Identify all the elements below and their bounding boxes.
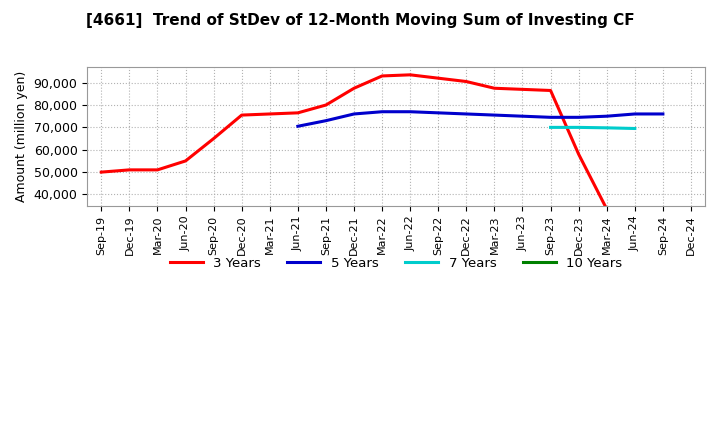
Legend: 3 Years, 5 Years, 7 Years, 10 Years: 3 Years, 5 Years, 7 Years, 10 Years	[164, 252, 628, 275]
Y-axis label: Amount (million yen): Amount (million yen)	[15, 71, 28, 202]
Text: [4661]  Trend of StDev of 12-Month Moving Sum of Investing CF: [4661] Trend of StDev of 12-Month Moving…	[86, 13, 634, 28]
